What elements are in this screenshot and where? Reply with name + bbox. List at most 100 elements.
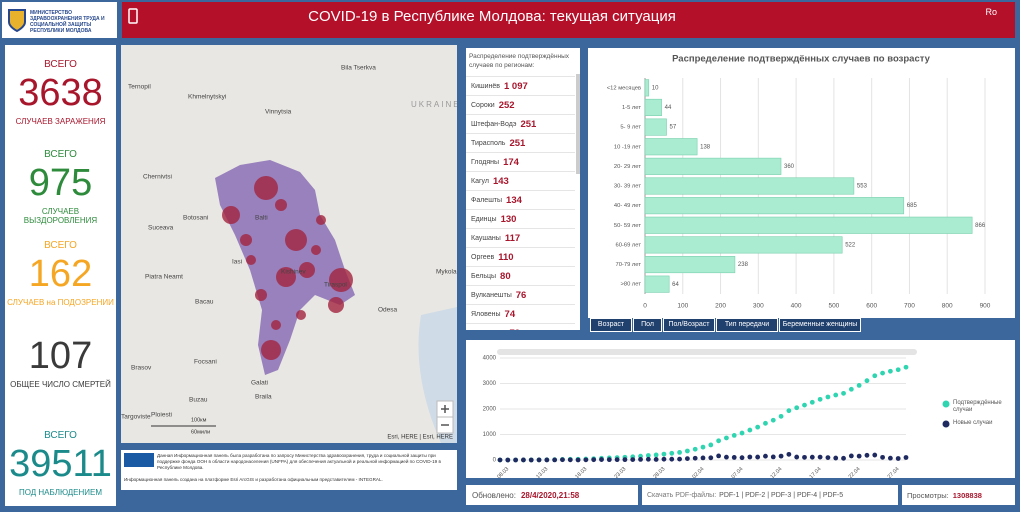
- logo-text: МИНИСТЕРСТВО ЗДРАВООХРАНЕНИЯ ТРУДА И СОЦ…: [30, 10, 105, 34]
- map-place-label: Bacau: [195, 299, 214, 306]
- data-point: [599, 457, 604, 462]
- data-label: 360: [784, 164, 795, 170]
- region-row: Тирасполь 251: [466, 133, 575, 152]
- y-tick-label: 0: [493, 458, 497, 464]
- data-point: [708, 455, 714, 461]
- tab-button[interactable]: Возраст: [590, 318, 632, 332]
- stat-caption: ВСЕГО: [44, 430, 77, 441]
- map-place-label: Iasi: [232, 259, 242, 266]
- map-place-label: Galati: [251, 380, 268, 387]
- region-row: Вулканешты 76: [466, 285, 575, 304]
- map-place-label: Buzau: [189, 397, 208, 404]
- updated-label: Обновлено:: [472, 490, 516, 500]
- data-point: [513, 457, 519, 463]
- region-value: 74: [504, 308, 516, 320]
- region-name: Кишинёв: [471, 82, 500, 90]
- data-point: [560, 457, 565, 463]
- data-point: [692, 446, 698, 452]
- region-value: 76: [515, 289, 527, 301]
- tab-button[interactable]: Пол/Возраст: [663, 318, 715, 332]
- data-point: [872, 373, 878, 379]
- stat-caption: ВСЕГО: [44, 59, 77, 70]
- note-text: Данная Информационная панель была разраб…: [157, 453, 441, 470]
- data-point: [724, 435, 729, 441]
- data-point: [521, 457, 526, 463]
- x-tick-label: 0: [643, 303, 647, 310]
- map-place-label: Tiraspol: [324, 282, 347, 289]
- data-label: 138: [700, 144, 711, 150]
- stat-label: ПОД НАБЛЮДЕНИЕМ: [18, 488, 103, 497]
- data-point: [575, 457, 581, 463]
- map-cluster: [261, 340, 281, 360]
- notes-panel: Данная Информационная панель была разраб…: [121, 450, 457, 490]
- chart-title: Распределение подтверждённых случаев по …: [672, 54, 931, 65]
- y-tick-label: 30- 39 лет: [614, 184, 641, 190]
- data-point: [716, 438, 722, 444]
- tab-button[interactable]: Тип передачи: [716, 318, 778, 332]
- region-value: 174: [503, 156, 519, 168]
- bar: [644, 216, 973, 234]
- region-list: Распределение подтверждённых случаев по …: [466, 48, 580, 330]
- views-label: Просмотры:: [907, 490, 949, 500]
- views-value: 1308838: [952, 490, 982, 500]
- region-value: 251: [509, 137, 526, 149]
- map-place-label: Balti: [255, 215, 268, 222]
- region-value: 130: [500, 213, 517, 225]
- x-tick-label: 600: [866, 303, 877, 310]
- stat-value: 3638: [18, 72, 103, 114]
- bar: [644, 255, 736, 274]
- data-label: 866: [975, 223, 986, 229]
- bar: [644, 197, 905, 215]
- range-slider: [497, 349, 917, 355]
- map-place-label: UKRAINE: [411, 100, 457, 109]
- language-switch[interactable]: Ro: [985, 7, 997, 17]
- logo-emblem: [8, 9, 26, 32]
- x-tick-label: 900: [980, 303, 991, 310]
- region-row: Оргеев 110: [466, 247, 575, 266]
- data-point: [817, 396, 823, 402]
- data-label: 553: [857, 184, 868, 190]
- bar: [644, 275, 670, 293]
- logo-box: МИНИСТЕРСТВО ЗДРАВООХРАНЕНИЯ ТРУДА И СОЦ…: [2, 2, 117, 38]
- region-name: Каушаны: [471, 234, 501, 242]
- x-tick-label: 02.04: [691, 466, 705, 478]
- data-point: [770, 417, 776, 423]
- data-point: [770, 454, 776, 460]
- download-links[interactable]: PDF-1 | PDF-2 | PDF-3 | PDF-4 | PDF-5: [719, 491, 844, 499]
- data-point: [583, 457, 589, 463]
- data-point: [505, 457, 511, 463]
- region-name: Бельцы: [471, 272, 497, 280]
- data-point: [724, 454, 729, 460]
- tab-button[interactable]: Пол: [633, 318, 662, 332]
- region-name: Кагул: [471, 177, 489, 185]
- map-place-label: Ternopil: [128, 84, 151, 91]
- footer-updated: Обновлено: 28/4/2020,21:58: [466, 485, 638, 505]
- data-point: [684, 448, 690, 454]
- tab-button[interactable]: Беременные женщины: [779, 318, 861, 332]
- data-point: [747, 427, 753, 433]
- bar: [644, 236, 843, 254]
- data-point: [677, 450, 682, 455]
- map-scale-km: 100км: [191, 417, 207, 423]
- data-label: 522: [845, 242, 856, 248]
- data-point: [786, 408, 792, 414]
- y-tick-label: 5- 9 лет: [620, 125, 641, 131]
- bar-chart: Распределение подтверждённых случаев по …: [607, 54, 991, 310]
- legend-swatch: [942, 420, 950, 428]
- stat-value: 162: [28, 253, 93, 295]
- data-point: [864, 378, 870, 384]
- data-point: [661, 451, 667, 457]
- map-cluster: [254, 176, 278, 200]
- x-tick-label: 07.04: [731, 466, 745, 478]
- data-point: [669, 456, 675, 462]
- stat-value: 107: [28, 335, 93, 377]
- region-value: 143: [492, 175, 509, 187]
- map-cluster: [240, 234, 252, 246]
- region-name: Единцы: [471, 215, 497, 223]
- mobile-icon[interactable]: [128, 8, 138, 24]
- data-point: [645, 456, 651, 462]
- map-cluster: [276, 267, 296, 287]
- map-place-label: Chernivtsi: [143, 174, 172, 181]
- data-point: [755, 454, 761, 460]
- data-point: [848, 453, 854, 459]
